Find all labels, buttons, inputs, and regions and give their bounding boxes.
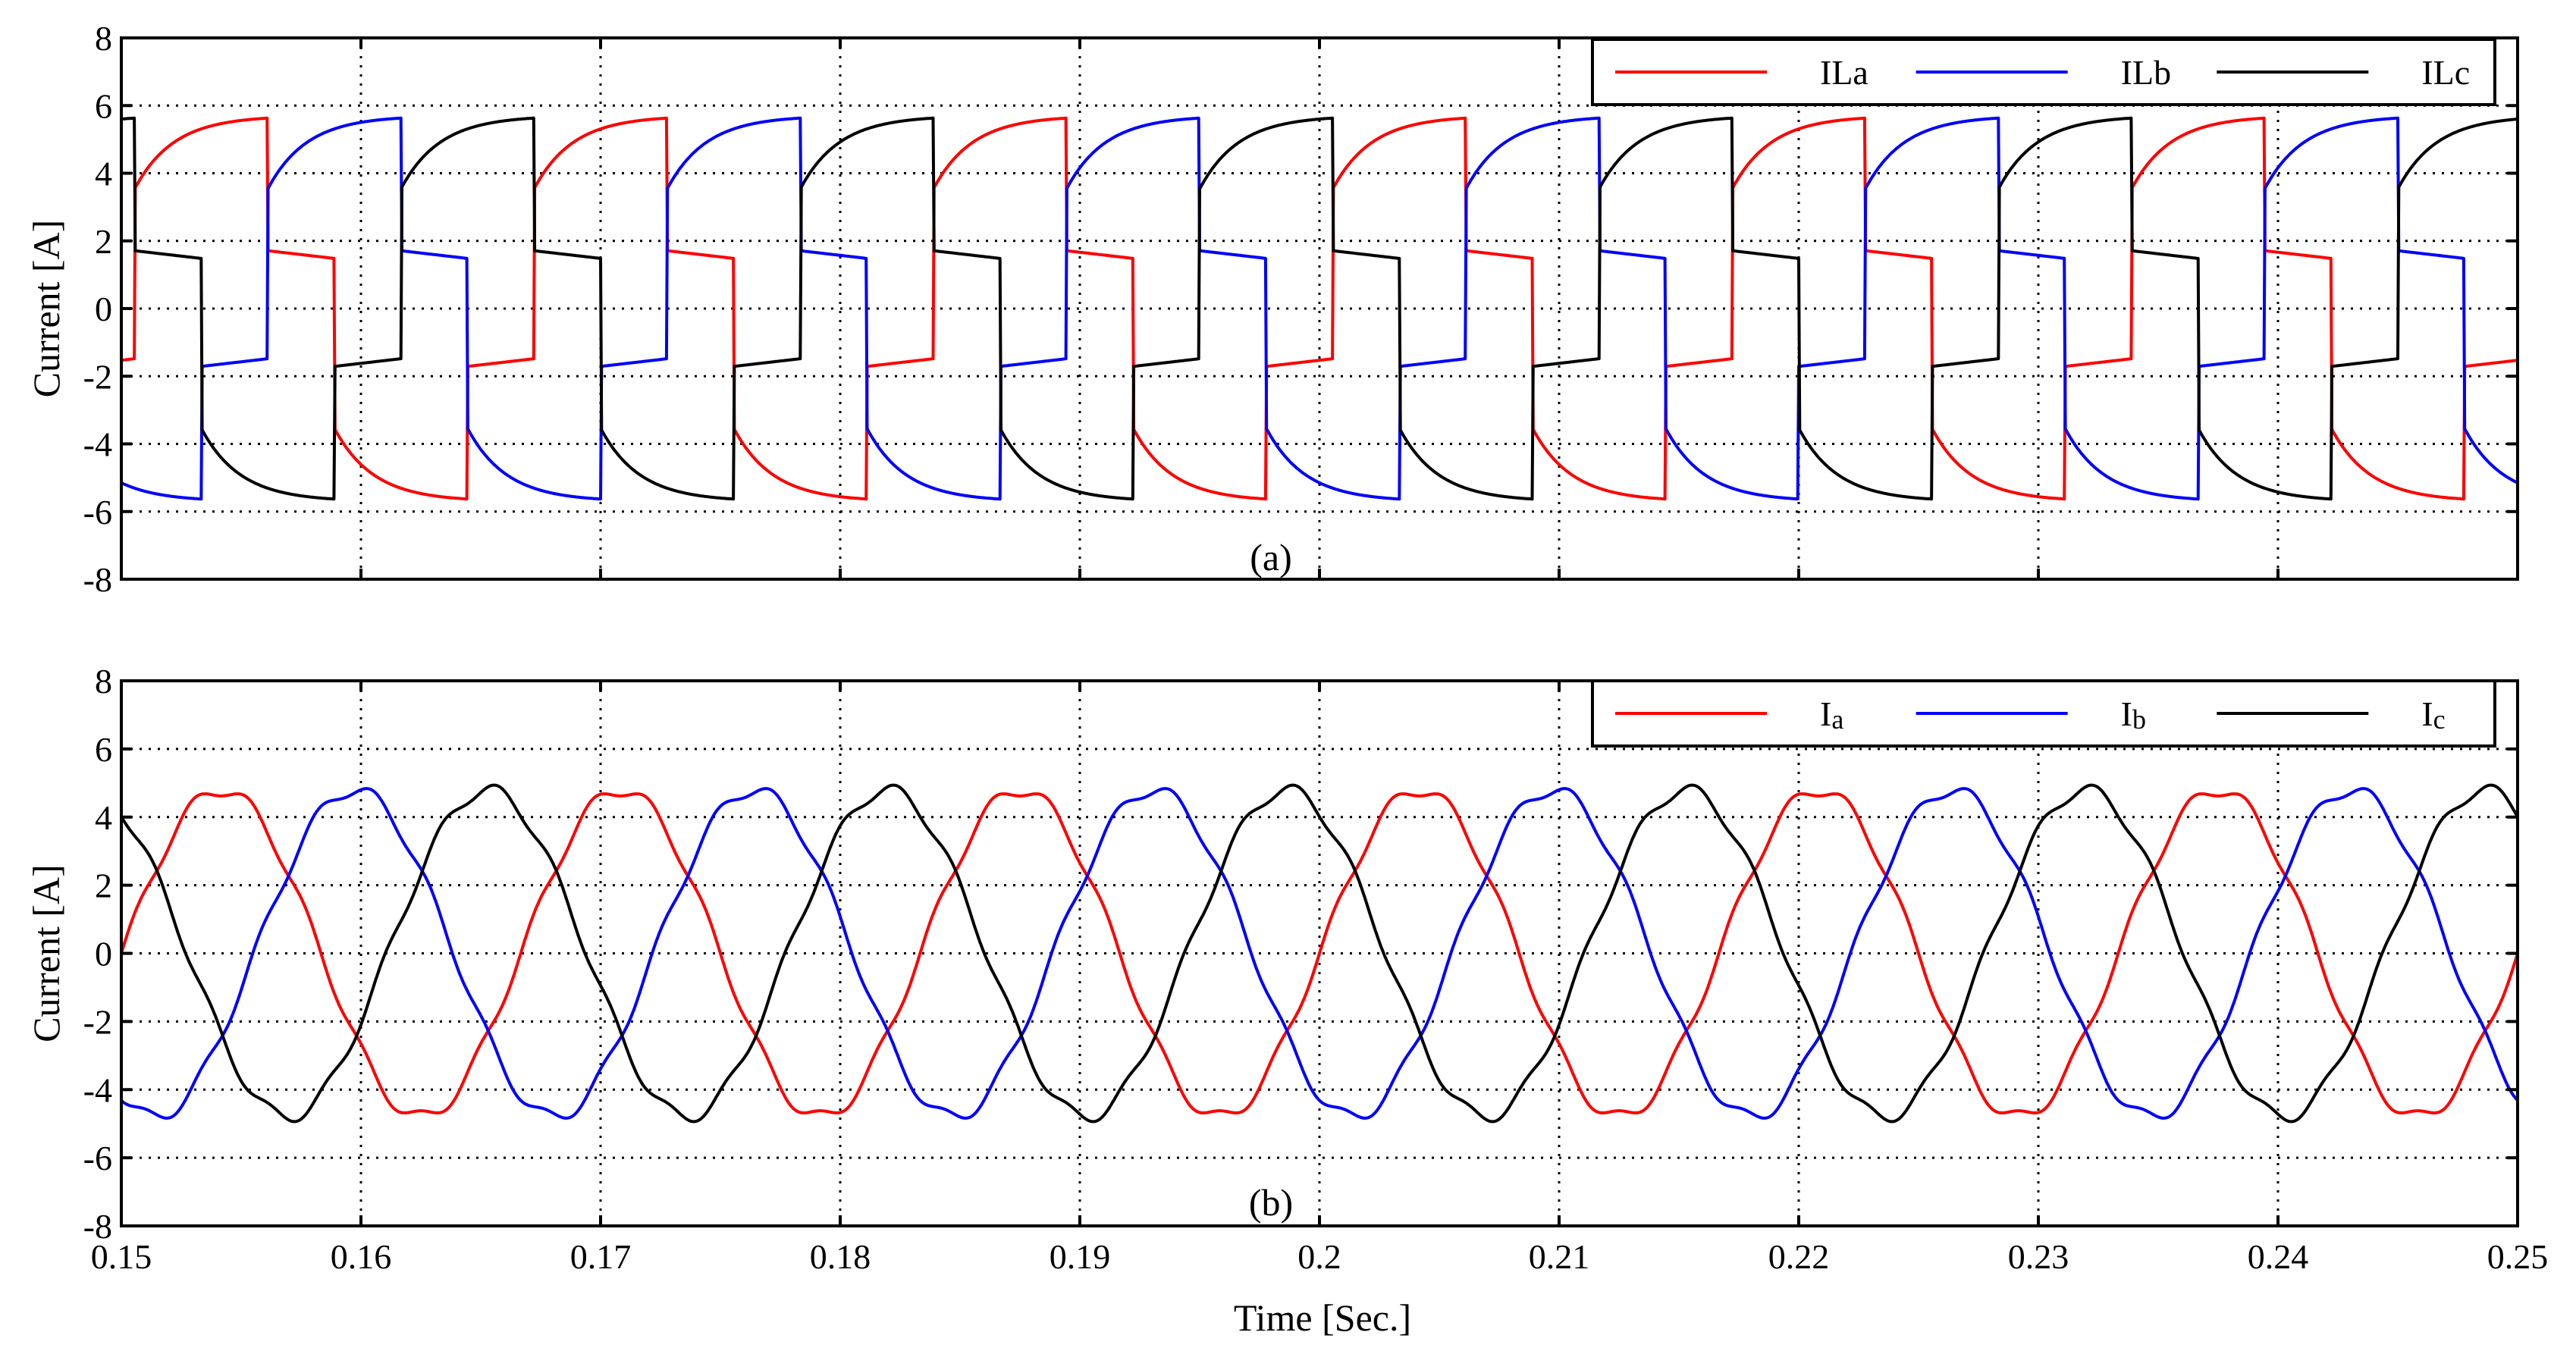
x-tick-label: 0.19 — [1050, 1237, 1111, 1276]
x-tick-label: 0.18 — [810, 1237, 871, 1276]
panel-a-traces — [121, 116, 2518, 501]
y-tick-label: -4 — [83, 1070, 112, 1109]
x-tick-label: 0.16 — [331, 1237, 392, 1276]
x-tick-label: 0.22 — [1768, 1237, 1830, 1276]
y-tick-label: -6 — [83, 1139, 112, 1177]
panel-b: 8 6 4 2 0 -2 -4 -6 -8 0.15 0.16 0.17 0.18 0.19 0.2 0.2… — [25, 662, 2548, 1276]
panel-b-y-tick-labels: 8 6 4 2 0 -2 -4 -6 -8 — [83, 662, 112, 1246]
y-tick-label: -8 — [83, 1207, 112, 1246]
series-line-Ia — [120, 792, 2519, 1114]
x-tick-label: 0.21 — [1529, 1237, 1590, 1276]
panel-b-y-axis-label: Current [A] — [25, 864, 67, 1042]
panel-b-ticks — [120, 679, 2519, 1227]
panel-a-y-tick-labels: 8 6 4 2 0 -2 -4 -6 -8 — [83, 19, 112, 599]
legend-label: Ia — [1820, 694, 1843, 735]
panel-b-label: (b) — [1249, 1181, 1293, 1224]
y-tick-label: 8 — [95, 19, 112, 58]
x-axis-label: Time [Sec.] — [1234, 1296, 1411, 1339]
y-tick-label: 0 — [95, 935, 112, 973]
y-tick-label: 4 — [95, 155, 112, 193]
x-tick-label: 0.25 — [2487, 1237, 2549, 1276]
y-tick-label: 8 — [95, 662, 112, 701]
panel-a-label: (a) — [1250, 536, 1292, 578]
panel-a-y-axis-label: Current [A] — [25, 220, 67, 398]
y-tick-label: 6 — [95, 730, 112, 769]
legend-label: ILb — [2121, 53, 2171, 92]
panel-b-legend: Ia Ib Ic — [1591, 679, 2496, 748]
y-tick-label: -8 — [83, 560, 112, 599]
panel-a-legend: ILa ILb ILc — [1591, 38, 2496, 106]
legend-label: Ic — [2421, 694, 2445, 735]
panel-b-x-tick-labels: 0.15 0.16 0.17 0.18 0.19 0.2 0.21 0.22 0.23 0.24 0… — [91, 1237, 2549, 1276]
y-tick-label: -4 — [83, 425, 112, 464]
series-line-ILa — [121, 116, 2518, 501]
y-tick-label: 0 — [95, 290, 112, 328]
y-tick-label: -2 — [83, 357, 112, 396]
legend-label: ILc — [2421, 53, 2470, 92]
x-tick-label: 0.2 — [1297, 1237, 1341, 1276]
y-tick-label: 6 — [95, 86, 112, 125]
panel-a: 8 6 4 2 0 -2 -4 -6 -8 Current [A] (a) ILa ILb ILc — [25, 19, 2519, 599]
y-tick-label: 2 — [95, 867, 112, 905]
y-tick-label: 2 — [95, 222, 112, 261]
legend-label: Ib — [2121, 694, 2146, 735]
y-tick-label: -6 — [83, 493, 112, 531]
y-tick-label: 4 — [95, 798, 112, 837]
x-tick-label: 0.17 — [570, 1237, 632, 1276]
panel-b-traces — [120, 783, 2519, 1124]
series-line-ILc — [121, 116, 2518, 501]
series-line-ILb — [121, 116, 2518, 501]
series-line-Ic — [120, 783, 2519, 1124]
legend-label: ILa — [1820, 53, 1868, 92]
x-tick-label: 0.23 — [2008, 1237, 2069, 1276]
x-tick-label: 0.24 — [2248, 1237, 2309, 1276]
series-line-Ib — [120, 787, 2519, 1120]
x-tick-label: 0.15 — [91, 1237, 152, 1276]
panel-a-ticks — [120, 36, 2519, 581]
y-tick-label: -2 — [83, 1002, 112, 1041]
